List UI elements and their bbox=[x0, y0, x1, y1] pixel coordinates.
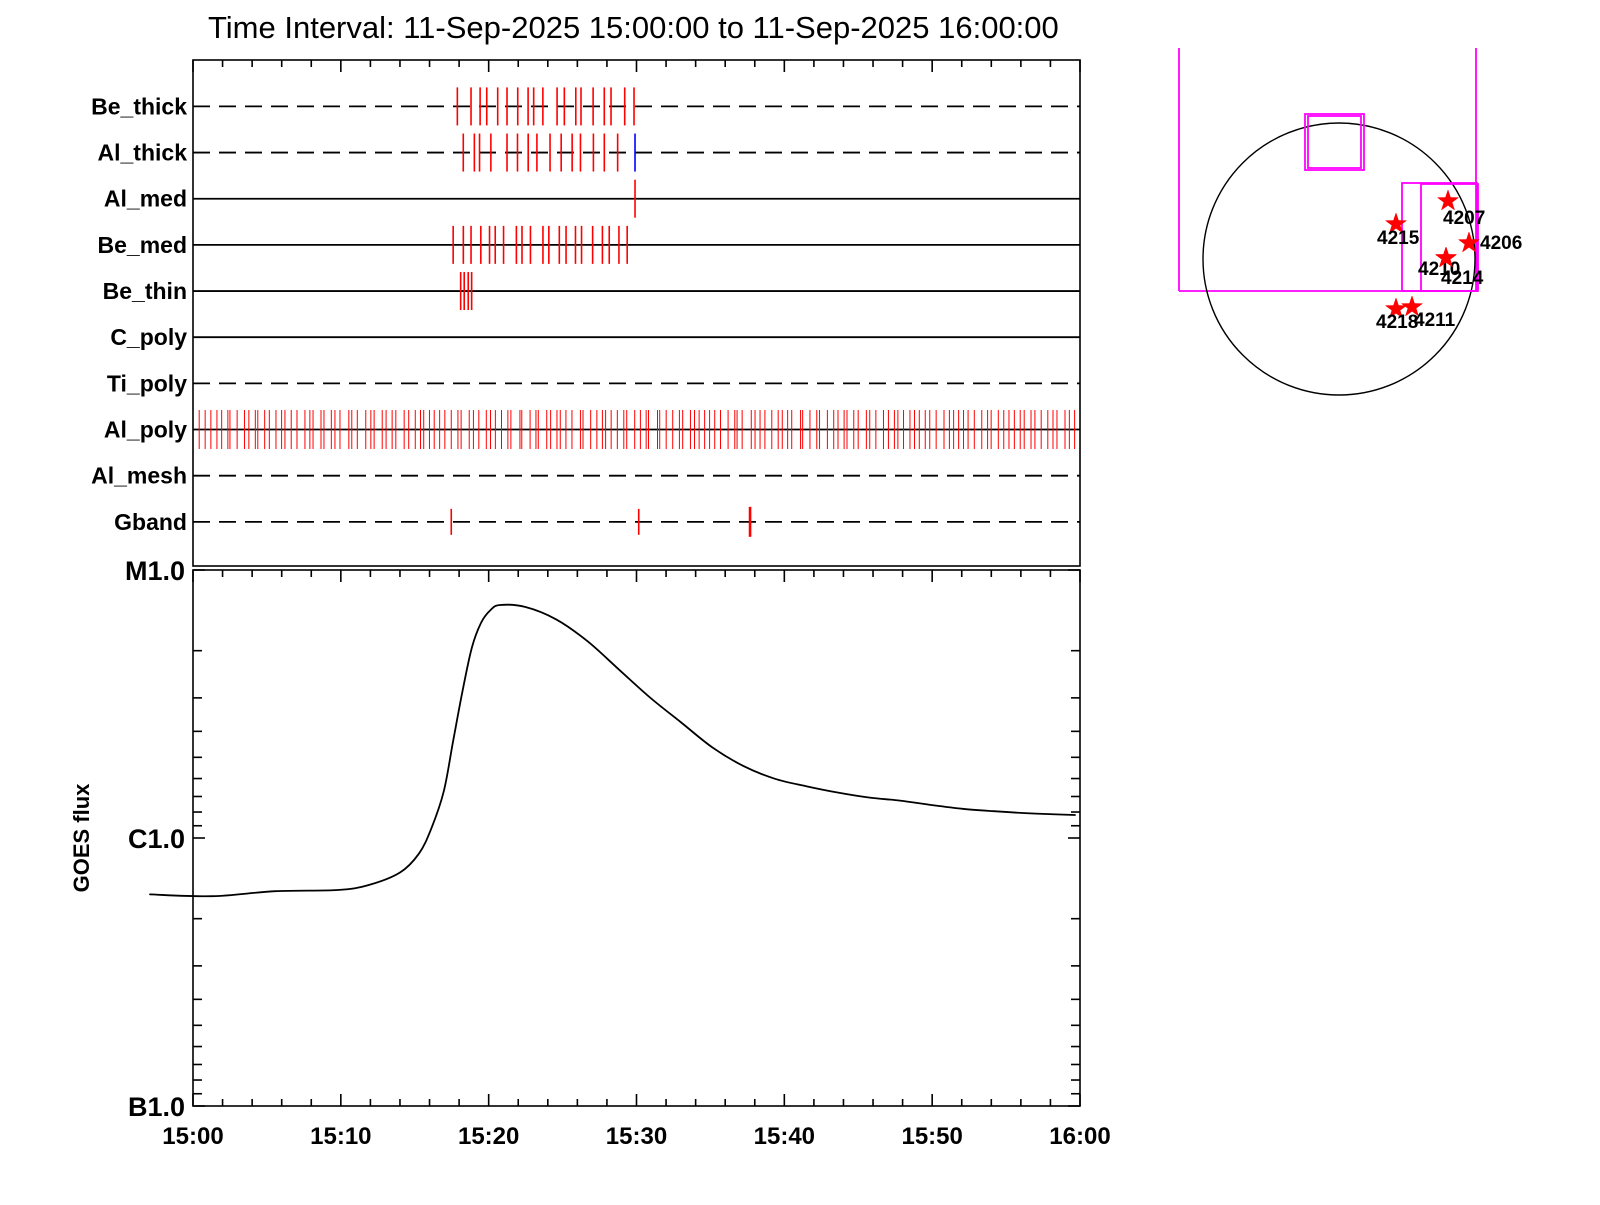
svg-text:4211: 4211 bbox=[1414, 310, 1456, 331]
svg-text:4206: 4206 bbox=[1480, 233, 1522, 254]
svg-text:M1.0: M1.0 bbox=[125, 556, 185, 586]
svg-text:Al_mesh: Al_mesh bbox=[91, 463, 187, 489]
svg-text:C1.0: C1.0 bbox=[128, 824, 185, 854]
svg-text:Gband: Gband bbox=[114, 509, 187, 535]
svg-text:Ti_poly: Ti_poly bbox=[107, 370, 187, 396]
svg-text:15:00: 15:00 bbox=[162, 1123, 223, 1150]
svg-text:4207: 4207 bbox=[1443, 208, 1485, 229]
svg-text:Al_thick: Al_thick bbox=[98, 140, 188, 166]
svg-text:15:50: 15:50 bbox=[901, 1123, 962, 1150]
svg-text:B1.0: B1.0 bbox=[128, 1092, 185, 1122]
svg-text:C_poly: C_poly bbox=[110, 324, 187, 350]
svg-text:15:40: 15:40 bbox=[754, 1123, 815, 1150]
svg-text:16:00: 16:00 bbox=[1049, 1123, 1110, 1150]
svg-text:Al_poly: Al_poly bbox=[104, 417, 187, 443]
svg-text:4215: 4215 bbox=[1377, 228, 1420, 249]
svg-text:15:30: 15:30 bbox=[606, 1123, 667, 1150]
svg-text:GOES flux: GOES flux bbox=[69, 783, 94, 893]
svg-text:15:10: 15:10 bbox=[310, 1123, 371, 1150]
svg-text:Be_thick: Be_thick bbox=[91, 93, 187, 119]
svg-text:4218: 4218 bbox=[1376, 312, 1418, 333]
svg-text:15:20: 15:20 bbox=[458, 1123, 519, 1150]
svg-text:Al_med: Al_med bbox=[104, 186, 187, 212]
svg-text:4214: 4214 bbox=[1441, 268, 1484, 289]
svg-text:Be_med: Be_med bbox=[98, 232, 187, 258]
svg-text:Be_thin: Be_thin bbox=[103, 278, 187, 304]
svg-text:Time Interval: 11-Sep-2025 15:: Time Interval: 11-Sep-2025 15:00:00 to 1… bbox=[208, 10, 1059, 45]
